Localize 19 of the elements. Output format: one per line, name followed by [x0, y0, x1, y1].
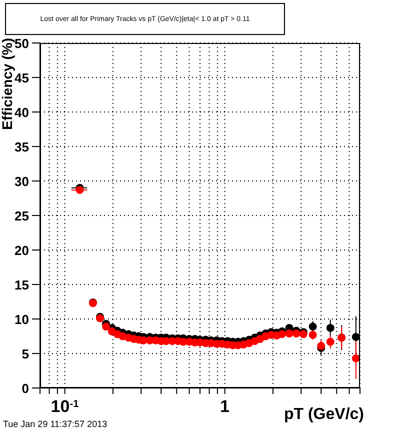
point: [278, 330, 286, 338]
x-axis-title: pT (GeV/c): [284, 406, 364, 424]
y-tick-label: 20: [14, 243, 29, 258]
y-tick-label: 25: [14, 208, 29, 224]
point: [285, 329, 294, 338]
y-tick-label: 0: [22, 381, 29, 396]
x-tick-label: 10$^{-1}$: [50, 397, 80, 416]
text: Tue Jan 29 11:37:57 2013: [3, 419, 108, 429]
y-tick-label: 45: [14, 70, 29, 86]
y-tick-label: 5: [22, 346, 29, 362]
x-tick-label: 1: [220, 397, 230, 416]
y-axis-title: Efficiency (%): [0, 38, 15, 130]
y-tick-label: 35: [14, 140, 29, 154]
y-tick-label: 15: [14, 278, 29, 292]
y-tick-label: 30: [14, 174, 29, 189]
y-tick-label: 40: [14, 105, 29, 120]
point: [102, 322, 110, 331]
y-tick-label: 50: [14, 36, 29, 51]
y-tick-label: 10: [14, 312, 29, 327]
